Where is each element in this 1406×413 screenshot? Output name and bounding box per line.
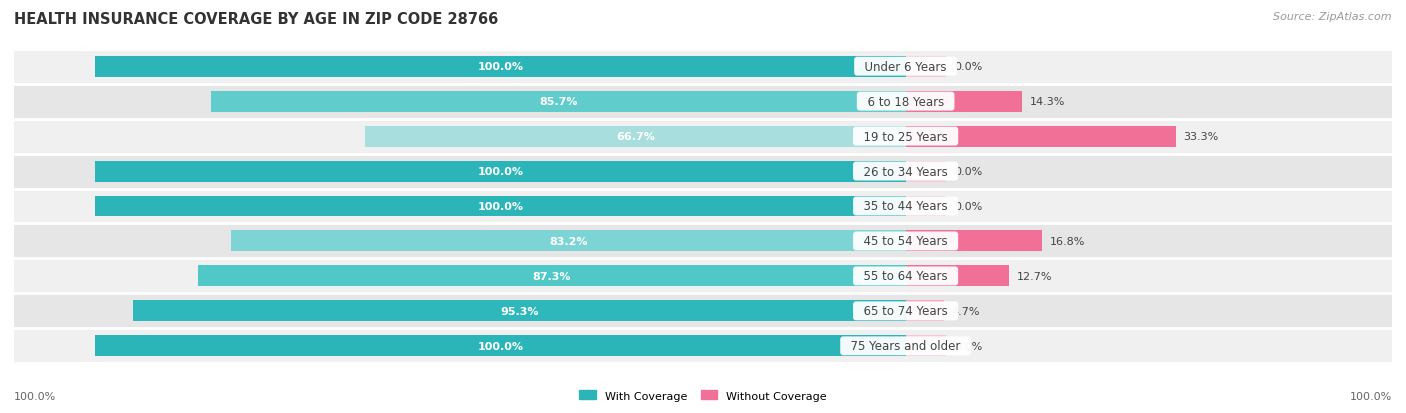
Text: 95.3%: 95.3% — [501, 306, 538, 316]
Text: 87.3%: 87.3% — [533, 271, 571, 281]
Text: 0.0%: 0.0% — [955, 341, 983, 351]
Text: 14.3%: 14.3% — [1029, 97, 1064, 107]
Text: Under 6 Years: Under 6 Years — [858, 61, 955, 74]
Bar — [905, 231, 1042, 252]
Bar — [96, 196, 905, 217]
Text: 65 to 74 Years: 65 to 74 Years — [856, 305, 955, 318]
Bar — [905, 335, 946, 356]
Text: 33.3%: 33.3% — [1184, 132, 1219, 142]
Bar — [905, 57, 946, 78]
Legend: With Coverage, Without Coverage: With Coverage, Without Coverage — [575, 386, 831, 405]
Text: 100.0%: 100.0% — [478, 341, 523, 351]
Bar — [96, 161, 905, 182]
Text: 19 to 25 Years: 19 to 25 Years — [856, 130, 955, 143]
Text: Source: ZipAtlas.com: Source: ZipAtlas.com — [1274, 12, 1392, 22]
Bar — [14, 84, 1392, 119]
Text: 0.0%: 0.0% — [955, 166, 983, 177]
Bar — [14, 154, 1392, 189]
Text: 26 to 34 Years: 26 to 34 Years — [856, 165, 955, 178]
Text: 12.7%: 12.7% — [1017, 271, 1052, 281]
Bar — [14, 259, 1392, 294]
Text: 100.0%: 100.0% — [1350, 391, 1392, 401]
Bar — [231, 231, 905, 252]
Text: 4.7%: 4.7% — [952, 306, 980, 316]
Text: HEALTH INSURANCE COVERAGE BY AGE IN ZIP CODE 28766: HEALTH INSURANCE COVERAGE BY AGE IN ZIP … — [14, 12, 498, 27]
Text: 16.8%: 16.8% — [1050, 236, 1085, 247]
Bar — [211, 91, 905, 112]
Bar — [905, 161, 946, 182]
Bar — [905, 301, 943, 322]
Text: 100.0%: 100.0% — [478, 166, 523, 177]
Text: 83.2%: 83.2% — [550, 236, 588, 247]
Bar — [905, 196, 946, 217]
Bar — [134, 301, 905, 322]
Text: 6 to 18 Years: 6 to 18 Years — [859, 95, 952, 108]
Text: 100.0%: 100.0% — [14, 391, 56, 401]
Text: 0.0%: 0.0% — [955, 202, 983, 211]
Text: 100.0%: 100.0% — [478, 202, 523, 211]
Bar — [14, 329, 1392, 363]
Text: 75 Years and older: 75 Years and older — [844, 339, 969, 352]
Text: 66.7%: 66.7% — [616, 132, 655, 142]
Bar — [14, 119, 1392, 154]
Bar — [14, 294, 1392, 329]
Bar — [905, 91, 1022, 112]
Bar — [14, 224, 1392, 259]
Text: 100.0%: 100.0% — [478, 62, 523, 72]
Text: 35 to 44 Years: 35 to 44 Years — [856, 200, 955, 213]
Text: 55 to 64 Years: 55 to 64 Years — [856, 270, 955, 283]
Text: 85.7%: 85.7% — [538, 97, 578, 107]
Bar — [905, 266, 1008, 287]
Bar — [366, 126, 905, 147]
Text: 45 to 54 Years: 45 to 54 Years — [856, 235, 955, 248]
Text: 0.0%: 0.0% — [955, 62, 983, 72]
Bar — [14, 50, 1392, 84]
Bar — [905, 126, 1175, 147]
Bar — [14, 189, 1392, 224]
Bar — [96, 57, 905, 78]
Bar — [198, 266, 905, 287]
Bar — [96, 335, 905, 356]
